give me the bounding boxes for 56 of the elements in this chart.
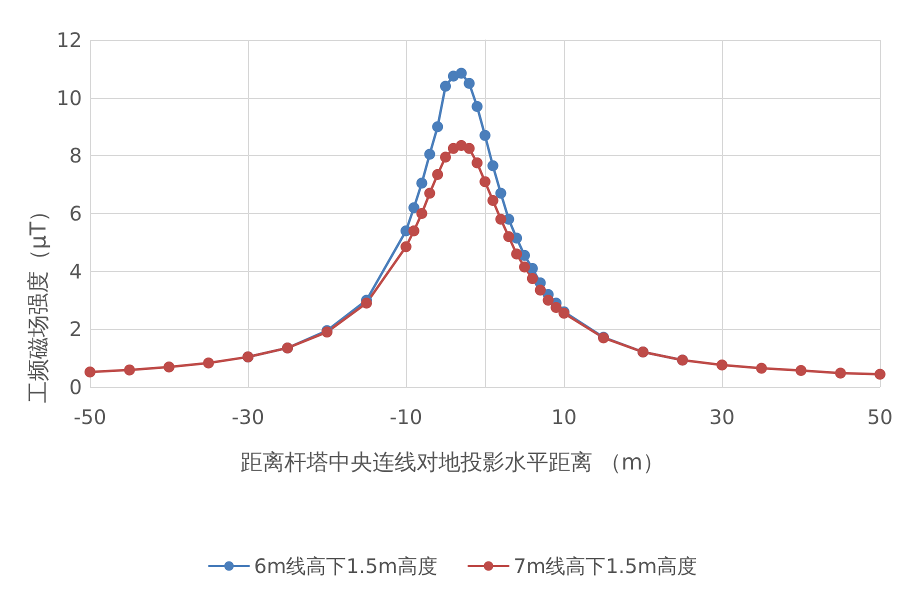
point	[487, 194, 498, 206]
point	[835, 368, 846, 379]
x-tick-label: 10	[551, 405, 577, 429]
y-tick-label: 2	[69, 317, 82, 342]
point	[440, 80, 451, 92]
point	[84, 366, 96, 378]
point	[716, 360, 728, 371]
point	[361, 298, 372, 309]
point	[487, 160, 498, 172]
point	[124, 364, 135, 376]
y-tick-label: 10	[56, 86, 82, 110]
point	[432, 168, 444, 180]
point	[164, 362, 174, 373]
point	[796, 365, 806, 376]
point	[408, 202, 420, 214]
point	[416, 208, 428, 219]
y-tick-label: 8	[69, 144, 82, 168]
legend-label: 6m线高下1.5m高度	[254, 554, 438, 578]
point	[756, 362, 767, 374]
point	[432, 121, 444, 132]
point	[424, 188, 436, 199]
point	[472, 101, 483, 112]
legend-label: 7m线高下1.5m高度	[514, 554, 697, 578]
x-tick-label: 30	[709, 405, 735, 429]
point	[416, 178, 428, 189]
point	[456, 68, 467, 79]
x-tick-label: -30	[232, 405, 264, 429]
point	[480, 176, 490, 188]
point	[503, 231, 514, 242]
y-axis-title: 工频磁场强度（μT）	[26, 200, 52, 404]
point	[408, 225, 420, 236]
x-tick-label: 50	[867, 405, 893, 429]
point	[526, 273, 538, 284]
point	[424, 148, 436, 160]
y-tick-label: 4	[69, 259, 82, 284]
point	[542, 294, 554, 306]
y-tick-label: 0	[69, 375, 82, 399]
point	[464, 78, 475, 89]
point	[495, 188, 506, 199]
point	[203, 358, 214, 368]
point	[472, 157, 483, 168]
point	[495, 214, 506, 225]
y-tick-label: 12	[56, 28, 82, 52]
point	[511, 248, 522, 260]
point	[400, 241, 412, 252]
point	[550, 302, 562, 313]
x-tick-label: -10	[390, 405, 422, 429]
point	[534, 284, 546, 296]
point	[440, 152, 451, 163]
point	[464, 142, 475, 154]
y-tick-label: 6	[69, 202, 82, 226]
point	[874, 368, 886, 380]
x-tick-label: -50	[74, 405, 106, 429]
point	[480, 130, 490, 141]
point	[519, 262, 530, 272]
x-axis-title: 距离杆塔中央连线对地投影水平距离 （m）	[240, 450, 665, 476]
